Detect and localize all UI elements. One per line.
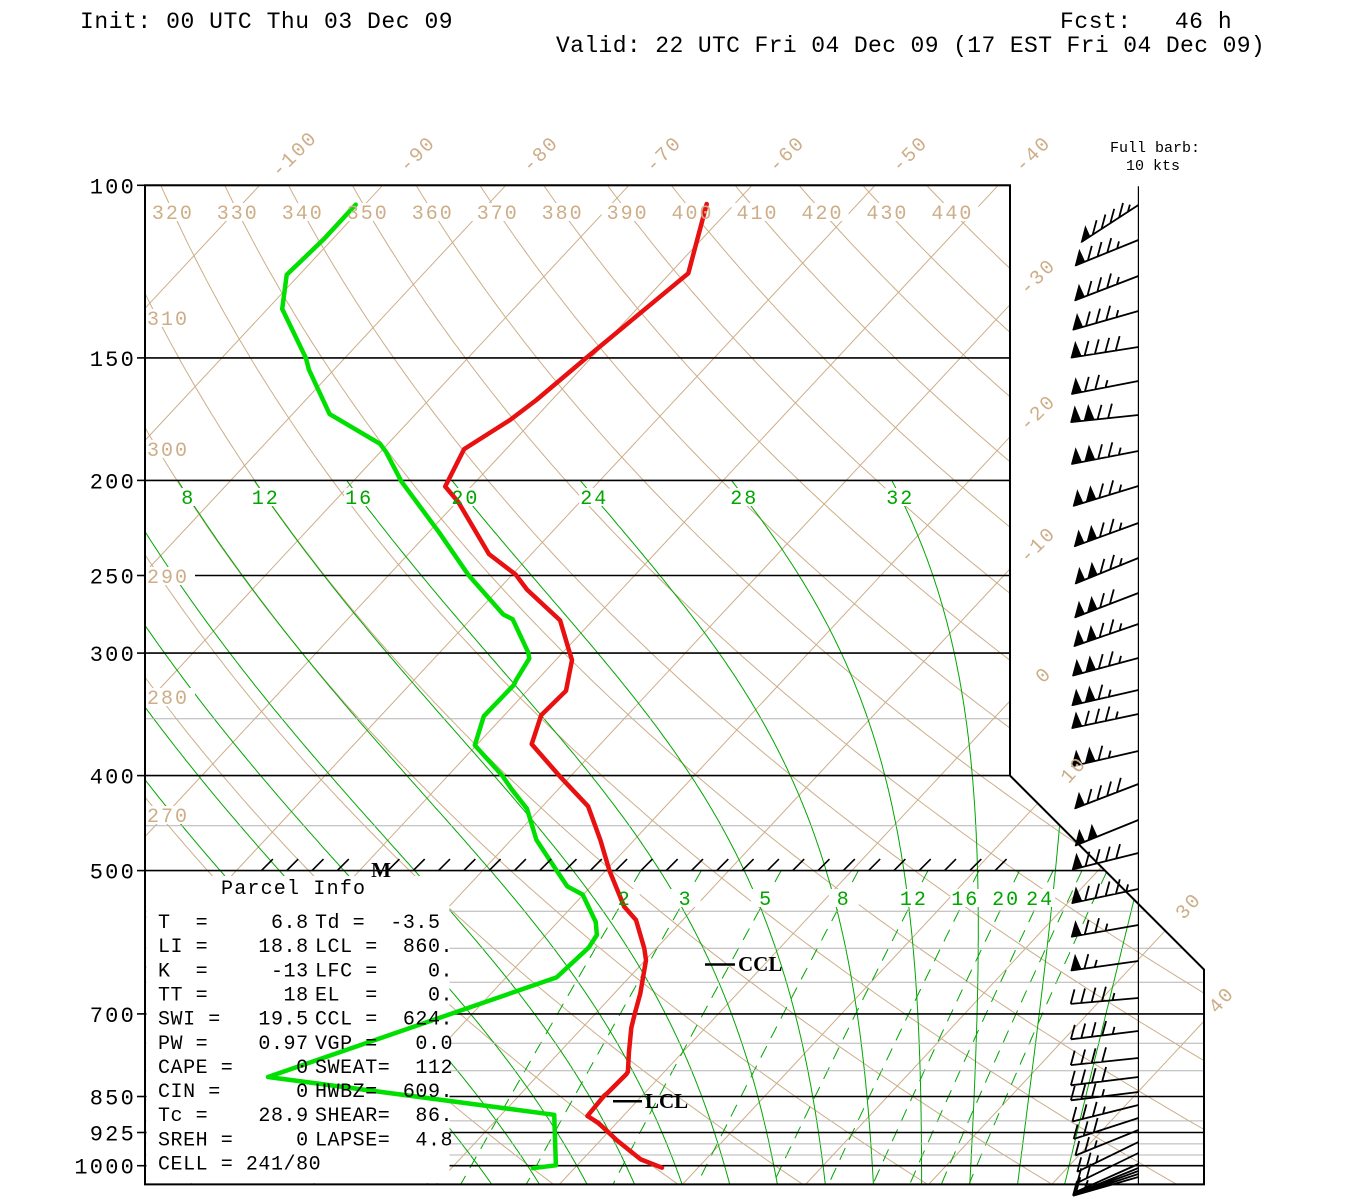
svg-text:Full barb:: Full barb: — [1110, 140, 1200, 157]
svg-text:390: 390 — [607, 203, 649, 226]
svg-text:EL = 0.: EL = 0. — [315, 984, 453, 1007]
svg-text:2: 2 — [618, 889, 632, 912]
svg-text:LCL = 860.: LCL = 860. — [315, 936, 453, 959]
svg-text:300: 300 — [90, 643, 136, 668]
svg-text:LAPSE= 4.8: LAPSE= 4.8 — [315, 1129, 453, 1152]
svg-text:CAPE = 0: CAPE = 0 — [158, 1057, 309, 1080]
svg-text:1000: 1000 — [74, 1156, 136, 1181]
svg-text:CIN = 0: CIN = 0 — [158, 1081, 309, 1104]
svg-text:Tc = 28.9: Tc = 28.9 — [158, 1105, 309, 1128]
svg-text:200: 200 — [90, 470, 136, 495]
svg-text:SHEAR= 86.: SHEAR= 86. — [315, 1105, 453, 1128]
svg-text:440: 440 — [931, 203, 973, 226]
svg-text:TT = 18: TT = 18 — [158, 984, 309, 1007]
svg-text:8: 8 — [181, 488, 195, 511]
svg-text:280: 280 — [147, 688, 189, 711]
svg-text:290: 290 — [147, 567, 189, 590]
svg-text:8: 8 — [837, 889, 851, 912]
svg-text:360: 360 — [412, 203, 454, 226]
svg-text:3: 3 — [679, 889, 693, 912]
svg-text:430: 430 — [866, 203, 908, 226]
svg-text:HWBZ= 609.: HWBZ= 609. — [315, 1081, 453, 1104]
svg-text:SWI = 19.5: SWI = 19.5 — [158, 1009, 309, 1032]
svg-text:SWEAT= 112: SWEAT= 112 — [315, 1057, 453, 1080]
svg-text:32: 32 — [886, 488, 914, 511]
svg-text:320: 320 — [152, 203, 194, 226]
svg-text:250: 250 — [90, 566, 136, 591]
svg-text:PW = 0.97: PW = 0.97 — [158, 1033, 309, 1056]
svg-text:370: 370 — [477, 203, 519, 226]
svg-text:T = 6.8: T = 6.8 — [158, 912, 309, 935]
svg-text:300: 300 — [147, 440, 189, 463]
svg-text:400: 400 — [90, 766, 136, 791]
svg-text:850: 850 — [90, 1087, 136, 1112]
svg-text:Parcel Info: Parcel Info — [221, 878, 366, 901]
svg-text:410: 410 — [736, 203, 778, 226]
svg-text:150: 150 — [90, 348, 136, 373]
svg-text:100: 100 — [90, 175, 136, 200]
svg-text:LFC = 0.: LFC = 0. — [315, 960, 453, 983]
svg-text:270: 270 — [147, 806, 189, 829]
svg-text:24: 24 — [580, 488, 608, 511]
svg-text:20: 20 — [992, 889, 1020, 912]
svg-text:380: 380 — [542, 203, 584, 226]
svg-text:Td = -3.5: Td = -3.5 — [315, 912, 441, 935]
svg-text:24: 24 — [1026, 889, 1054, 912]
svg-text:925: 925 — [90, 1123, 136, 1148]
svg-text:330: 330 — [217, 203, 259, 226]
svg-text:400: 400 — [671, 203, 713, 226]
svg-text:310: 310 — [147, 309, 189, 332]
svg-text:Init: 00 UTC Thu 03 Dec 09: Init: 00 UTC Thu 03 Dec 09 — [80, 9, 453, 35]
svg-text:350: 350 — [347, 203, 389, 226]
svg-text:16: 16 — [951, 889, 979, 912]
svg-text:420: 420 — [801, 203, 843, 226]
svg-text:VGP = 0.0: VGP = 0.0 — [315, 1033, 453, 1056]
svg-text:Fcst: 46 h: Fcst: 46 h — [1060, 9, 1232, 35]
svg-text:340: 340 — [282, 203, 324, 226]
svg-text:12: 12 — [900, 889, 928, 912]
svg-text:28: 28 — [730, 488, 758, 511]
svg-text:LI = 18.8: LI = 18.8 — [158, 936, 309, 959]
svg-text:12: 12 — [252, 488, 280, 511]
svg-text:500: 500 — [90, 861, 136, 886]
svg-text:16: 16 — [345, 488, 373, 511]
svg-text:K = -13: K = -13 — [158, 960, 309, 983]
svg-text:Valid: 22 UTC Fri 04 Dec 09 (1: Valid: 22 UTC Fri 04 Dec 09 (17 EST Fri … — [556, 33, 1265, 59]
svg-text:700: 700 — [90, 1004, 136, 1029]
svg-text:M: M — [371, 858, 391, 882]
svg-text:LCL: LCL — [645, 1089, 688, 1113]
svg-text:10 kts: 10 kts — [1126, 158, 1180, 175]
svg-text:SREH = 0: SREH = 0 — [158, 1129, 309, 1152]
svg-text:5: 5 — [759, 889, 773, 912]
svg-text:CELL = 241/80: CELL = 241/80 — [158, 1154, 321, 1177]
svg-text:CCL: CCL — [738, 952, 782, 976]
svg-text:CCL = 624.: CCL = 624. — [315, 1009, 453, 1032]
svg-text:20: 20 — [451, 488, 479, 511]
